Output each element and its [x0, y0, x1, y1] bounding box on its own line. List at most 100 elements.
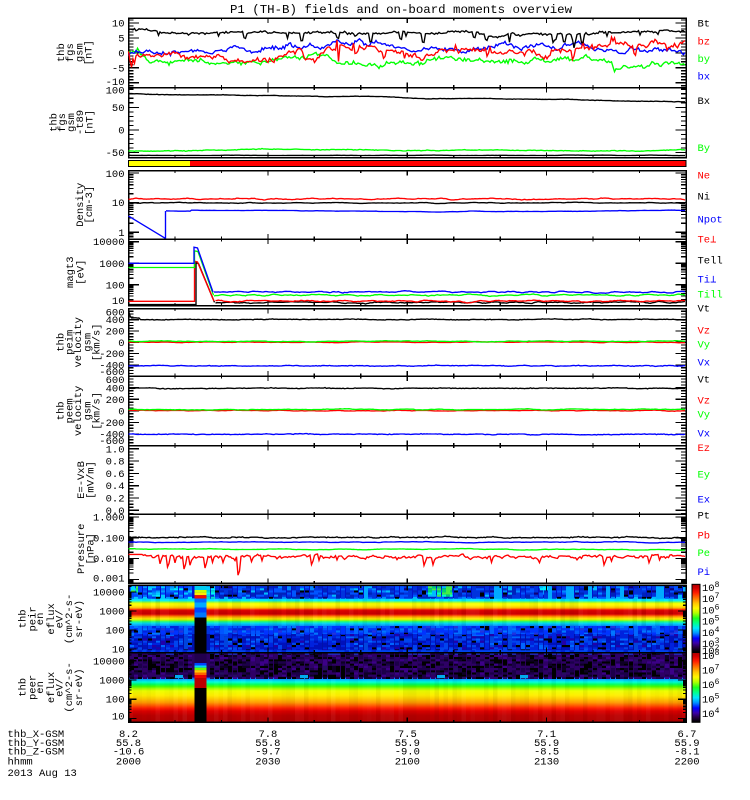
- svg-text:sr-eV): sr-eV): [74, 668, 86, 706]
- svg-text:Pt: Pt: [698, 511, 711, 523]
- svg-text:7.8: 7.8: [258, 729, 277, 741]
- svg-text:2130: 2130: [534, 756, 559, 768]
- svg-text:0.6: 0.6: [106, 469, 125, 481]
- svg-text:10: 10: [112, 645, 125, 657]
- svg-text:[mV/m]: [mV/m]: [86, 461, 98, 499]
- svg-text:-10.6: -10.6: [113, 746, 145, 758]
- svg-text:By: By: [698, 143, 711, 155]
- svg-text:8.2: 8.2: [119, 729, 138, 741]
- svg-text:-200: -200: [99, 349, 124, 361]
- svg-text:Vy: Vy: [698, 340, 711, 352]
- svg-text:2030: 2030: [255, 756, 280, 768]
- svg-text:velocity: velocity: [73, 317, 85, 367]
- svg-text:-8.5: -8.5: [534, 746, 559, 758]
- svg-text:0.010: 0.010: [93, 554, 125, 566]
- svg-text:Vt: Vt: [698, 304, 711, 316]
- svg-text:[km/s]: [km/s]: [92, 392, 104, 430]
- svg-text:100: 100: [106, 169, 125, 181]
- svg-text:6.7: 6.7: [678, 729, 697, 741]
- svg-text:en: en: [35, 681, 47, 694]
- svg-text:sr-eV): sr-eV): [74, 600, 86, 638]
- svg-text:Tell: Tell: [698, 256, 723, 268]
- svg-text:1000: 1000: [99, 607, 124, 619]
- svg-text:0.2: 0.2: [106, 494, 125, 506]
- svg-text:10: 10: [112, 198, 125, 210]
- svg-text:[cm-3]: [cm-3]: [84, 186, 96, 224]
- svg-text:eflux: eflux: [46, 672, 58, 704]
- svg-text:by: by: [698, 54, 711, 66]
- svg-text:(cm^2-s-: (cm^2-s-: [64, 594, 76, 644]
- svg-text:fgs: fgs: [65, 43, 77, 62]
- svg-text:thb: thb: [18, 678, 30, 697]
- svg-text:thb: thb: [49, 113, 61, 132]
- svg-text:-9.7: -9.7: [255, 746, 280, 758]
- svg-text:Ni: Ni: [698, 192, 711, 204]
- svg-text:-9.0: -9.0: [395, 746, 420, 758]
- svg-text:0.100: 0.100: [93, 533, 125, 545]
- svg-text:1000: 1000: [99, 259, 124, 271]
- svg-text:-50: -50: [106, 148, 125, 160]
- svg-text:thb: thb: [56, 43, 68, 62]
- svg-text:100: 100: [106, 695, 125, 707]
- svg-text:2100: 2100: [395, 756, 420, 768]
- svg-text:100: 100: [106, 86, 125, 98]
- svg-text:-8.1: -8.1: [674, 746, 699, 758]
- svg-text:10: 10: [112, 712, 125, 724]
- svg-text:thb_Y-GSM: thb_Y-GSM: [8, 738, 65, 750]
- svg-text:55.9: 55.9: [395, 738, 420, 750]
- svg-text:[eV]: [eV]: [75, 260, 87, 285]
- svg-text:Pi: Pi: [698, 567, 711, 579]
- svg-text:55.9: 55.9: [674, 738, 699, 750]
- svg-text:7.1: 7.1: [537, 729, 556, 741]
- svg-text:[nT]: [nT]: [84, 40, 96, 65]
- svg-text:gsm: gsm: [83, 401, 95, 420]
- svg-text:E=-VxB: E=-VxB: [76, 461, 88, 499]
- svg-text:[nPa]: [nPa]: [86, 533, 98, 565]
- svg-text:400: 400: [106, 383, 125, 395]
- svg-text:velocity: velocity: [73, 386, 85, 436]
- svg-text:100: 100: [106, 626, 125, 638]
- svg-text:eflux: eflux: [46, 603, 58, 635]
- svg-text:5: 5: [118, 34, 124, 46]
- svg-text:thb: thb: [18, 609, 30, 628]
- svg-text:Ne: Ne: [698, 171, 711, 183]
- svg-text:10000: 10000: [93, 588, 125, 600]
- svg-text:0.0: 0.0: [106, 506, 125, 518]
- svg-text:400: 400: [106, 315, 125, 327]
- svg-text:fgs: fgs: [57, 113, 69, 132]
- svg-text:peir: peir: [27, 606, 39, 631]
- svg-text:0: 0: [118, 338, 124, 350]
- svg-text:100: 100: [106, 280, 125, 292]
- svg-text:Te⊥: Te⊥: [698, 235, 717, 247]
- svg-text:-600: -600: [99, 436, 124, 448]
- svg-text:Bx: Bx: [698, 96, 711, 108]
- svg-text:10: 10: [112, 19, 125, 31]
- svg-text:0.8: 0.8: [106, 457, 125, 469]
- svg-text:hhmm: hhmm: [8, 756, 33, 768]
- svg-text:Till: Till: [698, 290, 723, 302]
- svg-text:55.8: 55.8: [255, 738, 280, 750]
- svg-text:Pressure: Pressure: [76, 524, 88, 574]
- svg-text:thb_Z-GSM: thb_Z-GSM: [8, 746, 65, 758]
- svg-text:P1 (TH-B) fields and on-board: P1 (TH-B) fields and on-board moments ov…: [230, 3, 573, 17]
- svg-text:10: 10: [112, 296, 125, 308]
- svg-text:bz: bz: [698, 37, 711, 49]
- svg-text:eV/: eV/: [55, 609, 67, 628]
- svg-text:Vx: Vx: [698, 429, 711, 441]
- svg-text:1.0: 1.0: [106, 444, 125, 456]
- svg-text:magt3: magt3: [65, 256, 77, 288]
- svg-text:0.001: 0.001: [93, 574, 125, 586]
- svg-text:eV/: eV/: [55, 678, 67, 697]
- svg-text:600: 600: [106, 307, 125, 319]
- svg-text:50: 50: [112, 103, 125, 115]
- svg-text:Vz: Vz: [698, 396, 711, 408]
- svg-text:-10: -10: [106, 77, 125, 89]
- svg-text:-600: -600: [99, 367, 124, 379]
- svg-text:thb: thb: [56, 401, 68, 420]
- svg-text:[km/s]: [km/s]: [92, 323, 104, 361]
- svg-text:peem: peem: [65, 398, 77, 423]
- svg-text:-200: -200: [99, 418, 124, 430]
- svg-text:7.5: 7.5: [398, 729, 417, 741]
- svg-text:2013 Aug 13: 2013 Aug 13: [8, 768, 77, 780]
- svg-text:gsm: gsm: [66, 113, 78, 132]
